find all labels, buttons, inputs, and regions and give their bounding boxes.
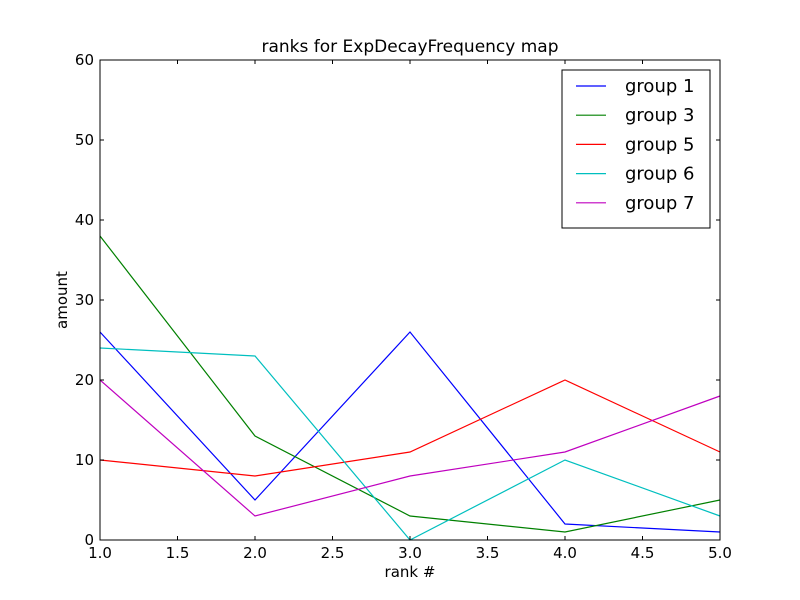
legend: group 1 group 3 group 5 group 6 group 7 [561,69,711,229]
y-tick-label: 50 [75,131,94,149]
series-line-1 [99,331,721,533]
ticks-layer: 1.0 1.5 2.0 2.5 3.0 3.5 4.0 4.5 5.0 0 10 20 30 40 50 60 [75,51,732,562]
legend-label-2: group 3 [625,105,694,126]
series-line-5 [99,379,721,517]
chart-title: ranks for ExpDecayFrequency map [261,37,558,57]
legend-label-1: group 1 [625,76,694,97]
x-tick-label: 2.0 [243,544,267,562]
x-tick-label: 1.0 [88,544,112,562]
legend-label-3: group 5 [625,134,694,155]
plot-frame [99,59,721,541]
x-tick-label: 5.0 [708,544,732,562]
legend-label-4: group 6 [625,164,694,185]
y-tick-label: 20 [75,371,94,389]
x-tick-label: 1.5 [166,544,190,562]
y-tick-label: 10 [75,451,94,469]
y-tick-label: 60 [75,51,94,69]
y-axis-label: amount [53,271,71,329]
y-tick-label: 30 [75,291,94,309]
x-axis-label: rank # [385,563,436,581]
legend-label-5: group 7 [625,193,694,214]
x-tick-label: 4.0 [553,544,577,562]
x-tick-label: 2.5 [321,544,345,562]
legend-box [561,69,711,229]
x-tick-label: 4.5 [631,544,655,562]
y-tick-label: 0 [84,531,94,549]
x-tick-label: 3.0 [398,544,422,562]
series-line-2 [99,235,721,533]
y-tick-label: 40 [75,211,94,229]
x-tick-label: 3.5 [476,544,500,562]
